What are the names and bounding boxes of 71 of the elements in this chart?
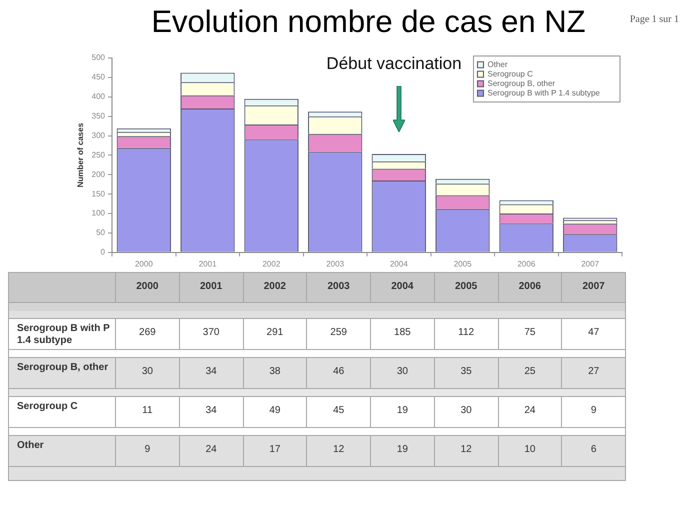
data-label: 46: [306, 358, 370, 388]
text: Serogroup C: [17, 401, 78, 412]
x-tick-label: 2000: [134, 259, 154, 268]
data-label: 370: [179, 318, 243, 350]
y-tick-label: 450: [92, 72, 106, 82]
data-label: 12: [434, 436, 498, 466]
text: Serogroup B, other: [17, 362, 108, 373]
x-tick-label: 2001: [198, 259, 218, 268]
legend-label: Serogroup C: [487, 69, 534, 78]
y-tick-label: 300: [92, 130, 106, 140]
data-label: 24: [498, 396, 562, 428]
data-label: 34: [179, 396, 243, 428]
data-label: 19: [370, 436, 434, 466]
data-label: 10: [498, 436, 562, 466]
data-label: 75: [498, 318, 562, 350]
data-label: 30: [116, 358, 180, 388]
x-tick-label: 2002: [262, 259, 281, 268]
data-label: 291: [243, 318, 307, 350]
data-label: 19: [370, 396, 434, 428]
data-label: 45: [306, 396, 370, 428]
category-label: 2002: [264, 281, 286, 292]
y-tick-label: 100: [92, 208, 106, 218]
y-tick-label: 200: [92, 170, 106, 179]
data-label: 25: [498, 358, 562, 388]
annotation: Début vaccination: [326, 54, 462, 73]
text: Other: [17, 440, 44, 451]
data-label: 12: [306, 436, 370, 466]
data-label: 6: [562, 436, 626, 466]
x-tick-label: 2003: [326, 259, 345, 268]
x-tick-label: 2007: [581, 259, 600, 268]
category-label: 2000: [136, 281, 158, 292]
chart-title: Evolution nombre de cas en NZ: [151, 4, 586, 39]
category-label: 2007: [582, 281, 605, 292]
data-label: 30: [434, 396, 498, 428]
x-tick-label: 2005: [454, 259, 472, 268]
y-tick-label: 0: [100, 248, 106, 257]
category-label: 2005: [455, 281, 478, 292]
y-tick-label: 150: [92, 189, 106, 198]
data-label: 47: [562, 318, 626, 350]
data-label: 30: [370, 358, 434, 388]
data-label: 185: [370, 318, 434, 350]
data-label: 112: [434, 318, 498, 350]
legend-label: Other: [487, 60, 508, 69]
data-label: 17: [243, 436, 307, 466]
category-label: 2003: [328, 281, 350, 292]
data-label: 27: [562, 358, 626, 388]
data-label: 9: [116, 436, 180, 466]
data-label: 11: [116, 396, 180, 428]
text: Serogroup B with P 1.4 subtype: [17, 323, 110, 346]
y-tick-label: 350: [92, 112, 106, 121]
data-label: 49: [243, 396, 307, 428]
y-tick-label: 250: [92, 150, 106, 160]
x-tick-label: 2004: [390, 259, 408, 268]
legend-label: Serogroup B with P 1.4 subtype: [487, 88, 600, 98]
data-label: 24: [179, 436, 243, 466]
y-tick-label: 500: [92, 53, 106, 62]
data-label: 38: [243, 358, 307, 388]
text: Page 1 sur 1: [630, 14, 679, 25]
x-tick-label: 2006: [517, 259, 536, 268]
category-label: 2001: [200, 281, 222, 292]
data-label: 269: [116, 318, 180, 350]
category-label: 2006: [518, 281, 541, 292]
data-label: 35: [434, 358, 498, 388]
y-tick-label: 50: [96, 228, 106, 238]
y-tick-label: 400: [92, 92, 106, 102]
category-label: 2004: [391, 281, 414, 292]
data-label: 9: [562, 396, 626, 428]
data-label: 34: [179, 358, 243, 388]
legend-label: Serogroup B, other: [487, 78, 556, 88]
y-axis-title: Number of cases: [76, 122, 86, 188]
data-label: 259: [306, 318, 370, 350]
